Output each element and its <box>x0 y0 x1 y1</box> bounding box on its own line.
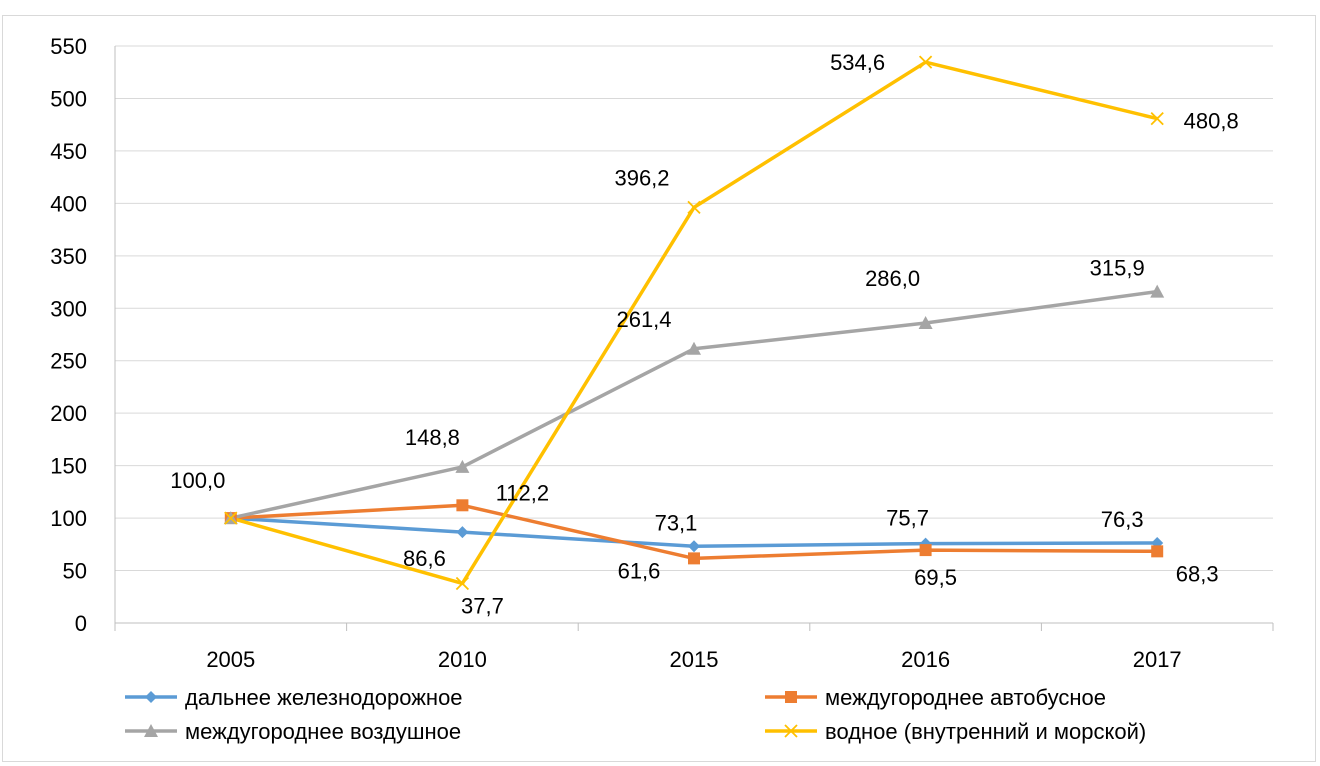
series-markers <box>223 55 1165 591</box>
data-label: 534,6 <box>830 50 885 75</box>
series-1-marker <box>919 544 932 557</box>
data-label: 396,2 <box>614 165 669 190</box>
series-3-marker <box>1150 111 1164 126</box>
data-label: 286,0 <box>865 266 920 291</box>
y-tick-label: 300 <box>50 296 87 321</box>
data-label: 68,3 <box>1176 561 1219 586</box>
series-0-marker <box>688 540 700 553</box>
series-3-marker <box>918 55 933 69</box>
y-tick-label: 450 <box>50 139 87 164</box>
x-tick-label: 2015 <box>670 647 719 672</box>
x-axis-ticks: 2005 2010 2015 2016 2017 <box>206 647 1181 672</box>
series-3-marker <box>687 200 701 214</box>
legend-label: междугороднее автобусное <box>825 685 1106 710</box>
data-label: 61,6 <box>618 558 661 583</box>
axes <box>114 46 1274 631</box>
legend: дальнее железнодорожное междугороднее авт… <box>125 685 1146 744</box>
y-tick-label: 50 <box>63 559 87 584</box>
y-axis-ticks: 0 50 100 150 200 250 300 350 400 450 500 550 <box>50 34 87 636</box>
data-label: 86,6 <box>403 546 446 571</box>
y-tick-label: 500 <box>50 86 87 111</box>
legend-marker-0 <box>145 691 157 703</box>
series-3-marker <box>455 576 470 591</box>
series-3-marker <box>224 511 238 525</box>
series-2-marker <box>1150 284 1165 298</box>
y-tick-label: 250 <box>50 349 87 374</box>
x-tick-label: 2005 <box>206 647 255 672</box>
series-1-marker <box>1151 545 1164 558</box>
legend-label: междугороднее воздушное <box>185 719 461 744</box>
series-lines <box>230 60 1158 586</box>
y-tick-label: 350 <box>50 244 87 269</box>
gridlines <box>115 45 1273 572</box>
series-2-marker <box>687 341 701 355</box>
y-tick-label: 400 <box>50 191 87 216</box>
legend-marker-3 <box>784 724 798 738</box>
legend-marker-2 <box>144 724 158 737</box>
data-label: 148,8 <box>405 425 460 450</box>
data-label: 315,9 <box>1090 256 1145 281</box>
legend-label: водное (внутренний и морской) <box>825 719 1146 744</box>
legend-label: дальнее железнодорожное <box>185 685 463 710</box>
legend-marker-1 <box>785 691 797 703</box>
data-label: 37,7 <box>461 593 504 618</box>
series-1-marker <box>688 552 700 565</box>
y-tick-label: 100 <box>50 506 87 531</box>
y-tick-label: 550 <box>50 34 87 59</box>
data-labels: 86,6 73,1 75,7 76,3 112,2 61,6 69,5 68,3 100,0 14… <box>170 50 1238 618</box>
data-label: 100,0 <box>170 468 225 493</box>
series-line-3 <box>230 60 1158 586</box>
data-label: 76,3 <box>1101 507 1144 532</box>
data-label: 261,4 <box>616 307 671 332</box>
x-tick-label: 2016 <box>901 647 950 672</box>
x-tick-label: 2010 <box>438 647 487 672</box>
series-0-marker <box>456 526 469 539</box>
data-label: 480,8 <box>1184 109 1239 134</box>
y-tick-label: 0 <box>75 611 87 636</box>
series-1-marker <box>456 499 469 512</box>
series-line-2 <box>230 289 1158 520</box>
y-tick-label: 200 <box>50 401 87 426</box>
chart-frame <box>2 15 1316 762</box>
x-tick-label: 2017 <box>1133 647 1182 672</box>
data-label: 73,1 <box>655 510 698 535</box>
series-2-marker <box>455 459 470 473</box>
data-label: 75,7 <box>886 506 929 531</box>
data-label: 69,5 <box>914 565 957 590</box>
y-tick-label: 150 <box>50 454 87 479</box>
data-label: 112,2 <box>496 480 549 505</box>
series-2-marker <box>918 315 933 329</box>
